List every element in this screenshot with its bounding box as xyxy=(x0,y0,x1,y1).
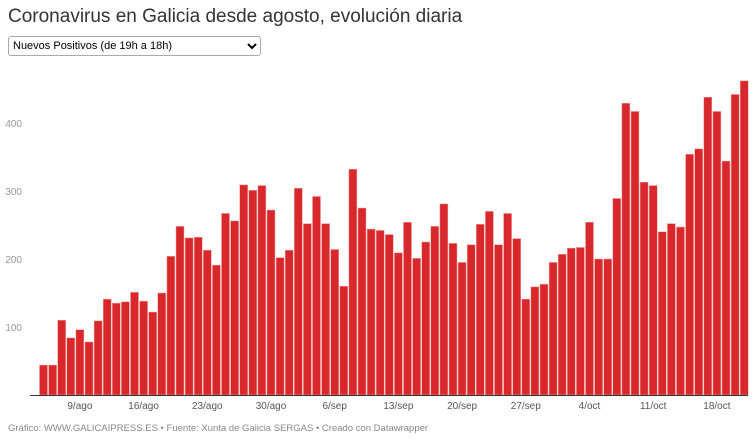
bar xyxy=(312,196,321,396)
bar xyxy=(503,213,512,396)
bar xyxy=(648,185,658,396)
x-tick-label: 27/sep xyxy=(511,401,541,412)
bar xyxy=(658,231,667,396)
bar xyxy=(112,302,121,396)
bar xyxy=(84,341,94,396)
bar xyxy=(294,188,303,396)
bar xyxy=(203,249,212,396)
x-tick-label: 20/sep xyxy=(447,401,477,412)
bar xyxy=(248,190,258,396)
bar xyxy=(348,168,358,396)
y-tick-label: 200 xyxy=(5,255,22,266)
bar xyxy=(448,243,458,396)
bar xyxy=(412,258,421,396)
bar xyxy=(585,222,594,396)
x-tick-label: 23/ago xyxy=(192,401,223,412)
bar xyxy=(130,292,139,396)
bar xyxy=(166,256,176,396)
chart-footer: Gráfico: WWW.GALICAIPRESS.ES • Fuente: X… xyxy=(8,423,429,434)
bar xyxy=(439,203,449,396)
bar xyxy=(184,237,194,396)
bar xyxy=(394,252,403,396)
bar xyxy=(375,230,385,396)
bar xyxy=(230,220,239,396)
bar xyxy=(48,364,57,396)
x-tick-label: 16/ago xyxy=(128,401,159,412)
bar xyxy=(485,211,494,396)
bar xyxy=(193,236,203,396)
bar xyxy=(721,160,731,396)
bar xyxy=(157,292,167,396)
bar xyxy=(712,111,722,396)
bar xyxy=(621,103,631,396)
bar xyxy=(75,329,85,396)
bar xyxy=(530,286,540,396)
y-tick-label: 100 xyxy=(5,323,22,334)
bar xyxy=(339,285,349,396)
bar xyxy=(476,224,485,396)
bar xyxy=(603,258,612,396)
bar xyxy=(730,94,740,396)
x-tick-label: 30/ago xyxy=(256,401,287,412)
bar xyxy=(148,311,157,396)
bar xyxy=(39,364,48,396)
bar xyxy=(66,337,76,396)
bar xyxy=(430,226,440,396)
x-tick-label: 13/sep xyxy=(383,401,413,412)
bar xyxy=(221,213,230,396)
bar xyxy=(594,258,603,396)
bar-chart: 100 200 300 400 9/ago 16/ago 23/ago 30/ago 6/sep… xyxy=(5,80,749,412)
bar xyxy=(121,301,130,396)
bar xyxy=(676,226,685,396)
bar xyxy=(612,198,622,396)
bar xyxy=(557,253,567,396)
bar xyxy=(694,148,703,396)
bar xyxy=(703,96,713,396)
x-tick-label: 11/oct xyxy=(640,401,667,412)
bar xyxy=(494,244,503,396)
bar xyxy=(357,207,367,396)
bar xyxy=(457,262,467,396)
bar xyxy=(539,283,549,396)
bar xyxy=(385,234,394,396)
bar xyxy=(275,257,285,396)
bar xyxy=(303,223,312,396)
bar xyxy=(266,209,276,396)
bar xyxy=(685,154,694,396)
bar xyxy=(576,247,585,396)
bar xyxy=(521,298,531,396)
bar xyxy=(139,300,148,396)
bar xyxy=(257,185,267,396)
bar xyxy=(667,223,676,396)
bar xyxy=(239,184,248,396)
y-tick-label: 300 xyxy=(5,187,22,198)
y-tick-label: 400 xyxy=(5,119,22,130)
bar xyxy=(57,319,66,396)
bar xyxy=(212,264,221,396)
bar xyxy=(284,249,294,396)
bar xyxy=(175,226,185,396)
bar xyxy=(330,249,339,396)
bar xyxy=(567,247,576,396)
bar xyxy=(321,223,330,396)
chart-title: Coronavirus en Galicia desde agosto, evo… xyxy=(8,6,463,27)
bar xyxy=(639,181,649,396)
x-tick-label: 18/oct xyxy=(703,401,730,412)
bar xyxy=(512,238,521,396)
x-tick-label: 4/oct xyxy=(579,401,601,412)
bar xyxy=(739,80,749,396)
bar xyxy=(102,298,112,396)
bar xyxy=(630,111,640,396)
bar xyxy=(403,222,412,396)
x-tick-label: 9/ago xyxy=(67,401,92,412)
x-tick-label: 6/sep xyxy=(322,401,347,412)
bar xyxy=(421,241,430,396)
metric-select[interactable]: Nuevos Positivos (de 19h a 18h) xyxy=(8,36,261,56)
bar xyxy=(548,262,558,396)
bar xyxy=(466,244,476,396)
bar xyxy=(93,320,103,396)
bar xyxy=(366,228,376,396)
